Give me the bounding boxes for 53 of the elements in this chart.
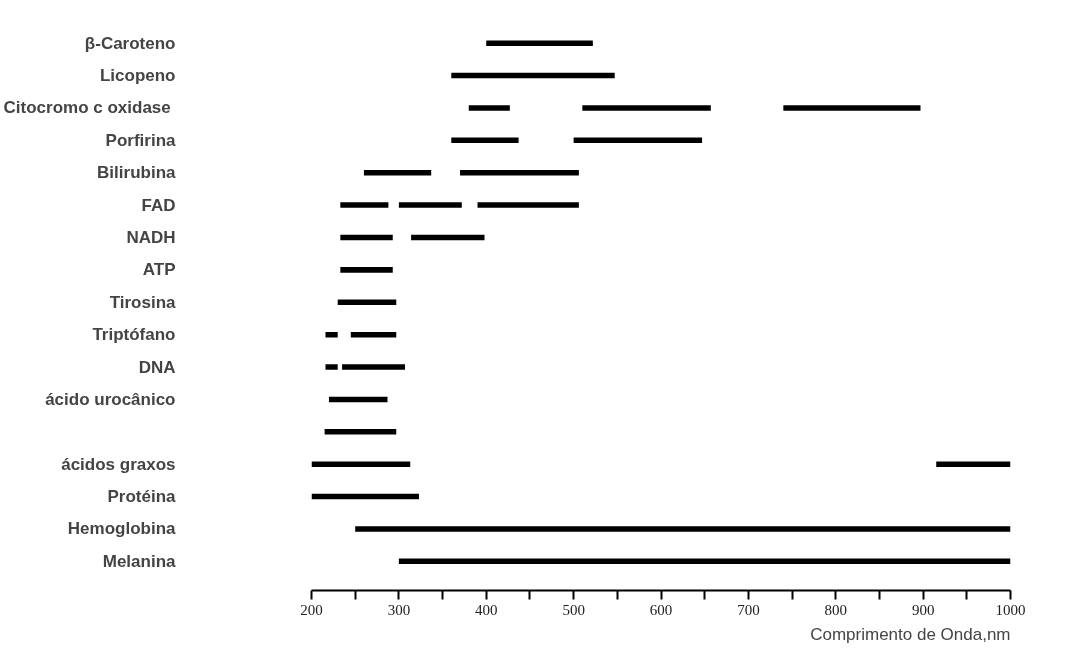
y-tick-label: Triptófano [92,325,176,345]
bar [363,169,432,176]
x-axis-title: Comprimento de Onda,nm [810,624,1011,644]
y-tick-label: Bilirubina [97,163,177,183]
y-tick-label: ácidos graxos [61,454,176,474]
bar [311,461,411,467]
bar [783,105,921,111]
bar [350,331,397,338]
bar [582,105,711,111]
bar [451,72,615,79]
bar [411,234,485,241]
bar [328,396,388,403]
y-tick-label: β-Caroteno [84,33,176,53]
y-tick-label: Hemoglobina [67,519,177,539]
bar [936,461,1011,467]
bar [477,202,579,208]
y-tick-label: DNA [138,357,176,377]
bar [337,299,397,306]
bar [451,137,519,144]
y-tick-label: Melanina [102,551,177,571]
y-tick-label: Porfirina [105,130,177,150]
bar [342,364,405,370]
bar [460,169,579,176]
x-tick-label: 800 [824,601,847,618]
y-tick-label: Licopeno [99,66,176,86]
x-tick-label: 300 [387,601,411,618]
y-tick-label: NADH [126,227,176,247]
bar [398,558,1011,565]
bar [468,105,510,111]
bar [340,202,389,208]
x-tick-label: 200 [300,601,323,618]
bar [573,137,703,144]
y-tick-label: Citocromo c oxidase [3,98,171,118]
x-tick-label: 600 [649,601,673,618]
bar [398,202,462,208]
x-tick-label: 900 [911,601,935,618]
x-tick-label: 700 [737,601,760,618]
y-tick-label: FAD [141,195,176,215]
y-tick-label: Tirosina [109,292,177,312]
bar [325,331,338,338]
bar [355,526,1011,532]
y-tick-label: Protéina [107,487,177,507]
x-tick-label: 400 [475,601,498,618]
bar [324,429,397,435]
y-tick-label: ATP [142,260,176,280]
x-tick-label: 1000 [995,601,1026,618]
bar [340,267,393,273]
bar [486,40,593,46]
bar [340,234,393,241]
y-tick-label: ácido urocânico [45,389,176,409]
bar [325,364,338,370]
bar [311,493,419,500]
x-tick-label: 500 [562,601,585,618]
